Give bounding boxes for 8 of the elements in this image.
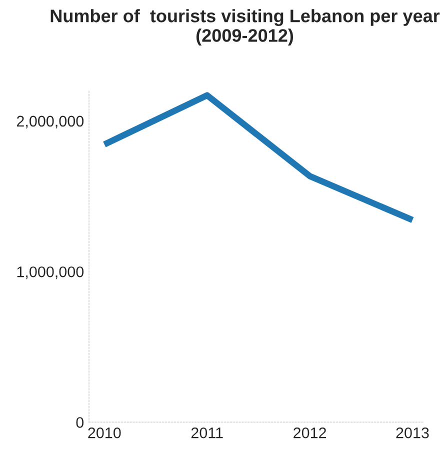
chart-title: Number of tourists visiting Lebanon per year (2009-2012) (50, 9, 440, 46)
y-tick-label: 2,000,000 (16, 116, 84, 128)
x-tick-label: 2013 (396, 427, 429, 438)
y-tick-label: 1,000,000 (17, 266, 84, 280)
y-tick-label: 0 (76, 417, 84, 428)
x-tick-label: 2011 (191, 427, 223, 438)
x-tick-label: 2012 (294, 427, 326, 438)
x-tick-label: 2010 (88, 427, 121, 438)
